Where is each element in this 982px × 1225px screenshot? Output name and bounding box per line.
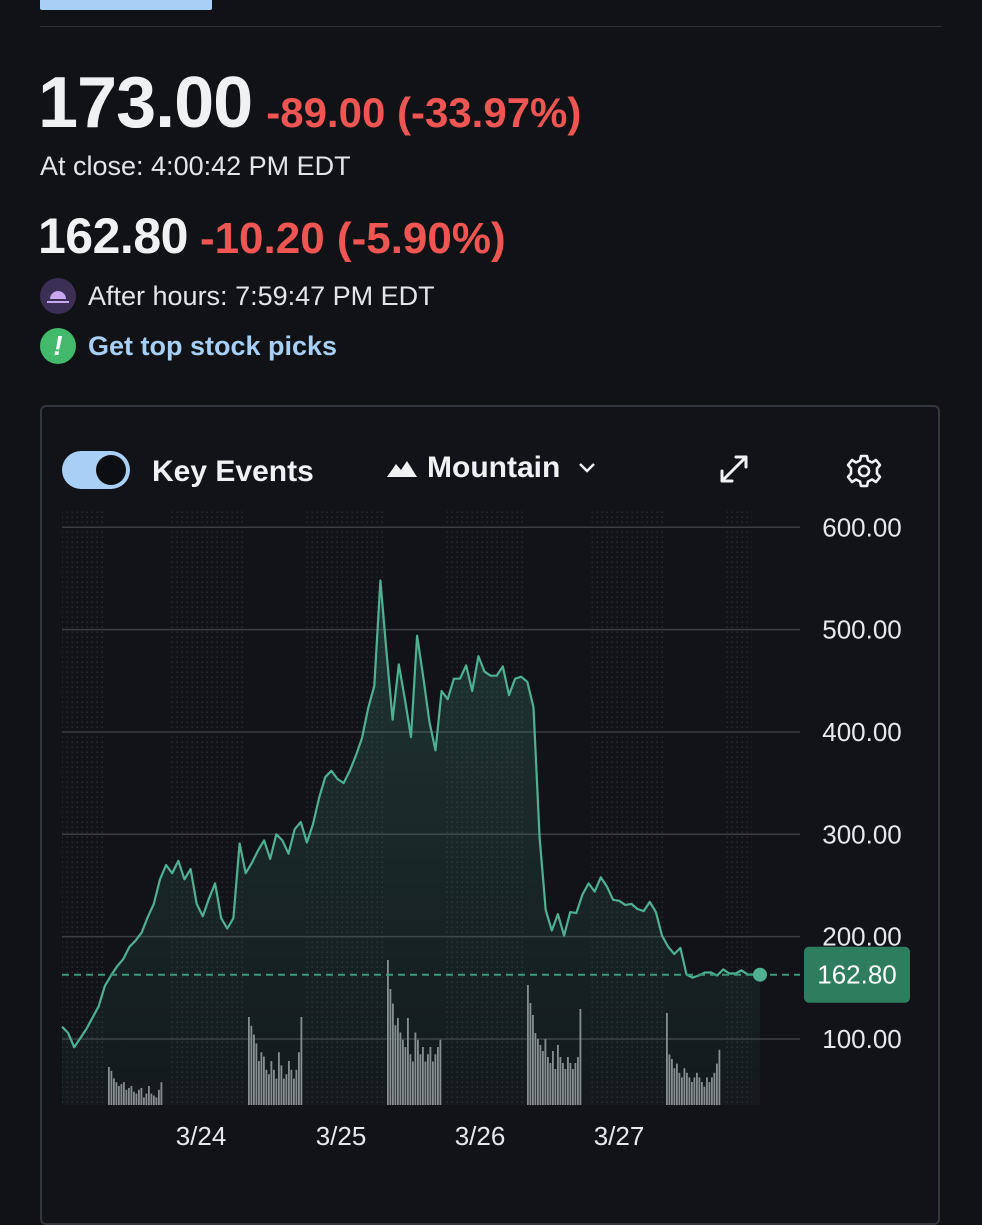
after-hours-icon (40, 278, 76, 314)
after-hours-price: 162.80 (38, 208, 188, 264)
after-hours-row: After hours: 7:59:47 PM EDT (40, 278, 435, 314)
current-price-dot (753, 967, 767, 982)
active-tab-indicator (40, 0, 212, 10)
key-events-label: Key Events (152, 455, 314, 488)
price-chart[interactable]: 600.00 500.00 400.00 300.00 200.00 100.00 3/2… (0, 0, 982, 1200)
close-time: At close: 4:00:42 PM EDT (40, 151, 351, 181)
y-tick-label: 400.00 (822, 717, 902, 747)
regular-price-row: 173.00 -89.00 (-33.97%) (38, 62, 581, 144)
price-line (61, 579, 761, 1049)
current-price: 173.00 (38, 63, 253, 143)
top-divider (40, 26, 942, 27)
after-hours-price-row: 162.80 -10.20 (-5.90%) (38, 207, 506, 265)
stock-picks-row[interactable]: ! Get top stock picks (40, 328, 337, 364)
expand-icon[interactable] (718, 453, 750, 485)
y-tick-label: 600.00 (822, 512, 902, 542)
after-hours-time: After hours: 7:59:47 PM EDT (88, 280, 435, 311)
y-tick-label: 500.00 (822, 615, 902, 645)
current-price-label: 162.80 (817, 960, 897, 990)
chart-type-dropdown[interactable]: Mountain (387, 451, 596, 485)
chart-type-label: Mountain (427, 451, 561, 484)
price-change: -89.00 (-33.97%) (266, 89, 582, 136)
get-top-stock-picks-link[interactable]: Get top stock picks (88, 330, 338, 361)
y-tick-label: 100.00 (822, 1024, 902, 1054)
y-tick-label: 200.00 (822, 922, 902, 952)
mountain-icon (387, 461, 417, 477)
after-hours-change: -10.20 (-5.90%) (199, 214, 506, 263)
x-tick-label: 3/26 (455, 1121, 506, 1151)
chevron-down-icon (579, 463, 596, 473)
toggle-knob (96, 455, 126, 485)
y-axis: 600.00 500.00 400.00 300.00 200.00 100.00 (822, 512, 902, 1054)
current-price-badge: 162.80 (804, 946, 910, 1003)
key-events-toggle[interactable] (62, 451, 130, 489)
exclamation-icon: ! (40, 328, 76, 364)
x-tick-label: 3/24 (176, 1121, 227, 1151)
x-axis: 3/24 3/25 3/26 3/27 (176, 1121, 645, 1151)
x-tick-label: 3/27 (594, 1121, 645, 1151)
x-tick-label: 3/25 (316, 1121, 367, 1151)
y-tick-label: 300.00 (822, 819, 902, 849)
gear-icon[interactable] (846, 453, 882, 489)
